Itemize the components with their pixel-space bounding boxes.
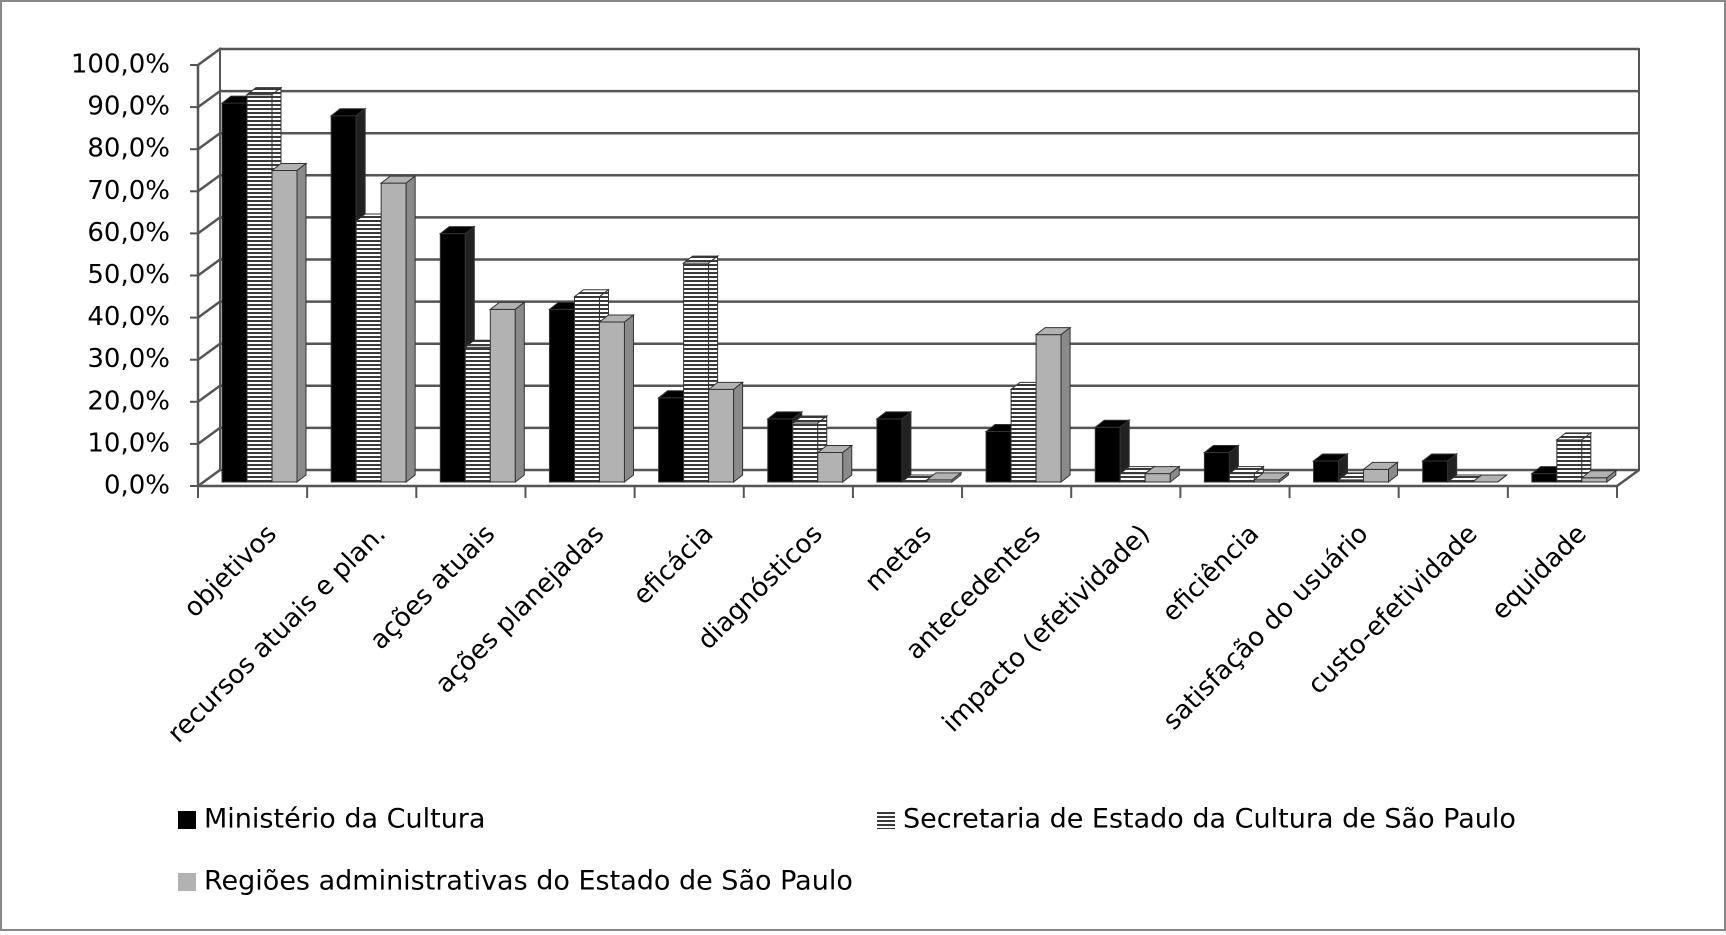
bar-front	[271, 169, 298, 483]
grid-line	[197, 216, 1639, 235]
grid-line	[197, 384, 1639, 403]
y-tick-label: 70,0%	[87, 176, 170, 206]
bar-front	[876, 418, 903, 483]
bar-front	[1203, 452, 1230, 483]
bar	[1143, 465, 1181, 484]
bar	[1421, 452, 1459, 484]
bar	[1034, 326, 1072, 484]
bar-front	[1531, 473, 1558, 483]
bar-front	[1144, 473, 1171, 483]
bar-front	[1313, 460, 1340, 483]
bar-side	[405, 175, 416, 484]
y-tick-label: 50,0%	[87, 260, 170, 290]
bar	[816, 444, 854, 484]
bar-front	[1363, 468, 1390, 483]
bar-front	[246, 94, 273, 483]
bar-front	[439, 233, 466, 483]
legend-label: Secretaria de Estado da Cultura de São P…	[903, 804, 1516, 835]
bar	[1580, 469, 1618, 484]
y-tick-label: 10,0%	[87, 428, 170, 458]
bar-side	[733, 381, 744, 484]
bar	[598, 313, 635, 484]
bar-front	[817, 452, 844, 483]
grid-line	[197, 47, 1639, 67]
bar-side	[951, 471, 962, 484]
bar-front	[985, 430, 1012, 483]
grid-line	[197, 342, 1639, 361]
bar-side	[1497, 474, 1507, 483]
bar-side	[1388, 461, 1399, 484]
bar-side	[1060, 326, 1071, 484]
bar-front	[355, 220, 382, 483]
bar-front	[1035, 334, 1062, 483]
bar-side	[623, 313, 634, 484]
bar-front	[1556, 439, 1583, 483]
legend-label: Ministério da Cultura	[204, 804, 485, 835]
bar-front	[708, 388, 735, 483]
bar	[379, 175, 417, 484]
bar-side	[296, 162, 307, 484]
y-tick-label: 0,0%	[104, 471, 170, 501]
bar-side	[1169, 465, 1180, 484]
bar	[488, 301, 526, 484]
y-tick-label: 90,0%	[87, 92, 170, 122]
bar	[1555, 431, 1593, 484]
bar-front	[683, 262, 710, 483]
bar-front	[221, 102, 248, 483]
grid-line	[197, 131, 1639, 151]
bar-side	[514, 301, 525, 484]
grid-line	[197, 426, 1639, 445]
grid-line	[197, 300, 1639, 319]
bar	[1252, 471, 1290, 484]
bar-front	[1119, 473, 1146, 483]
y-tick-label: 40,0%	[87, 302, 170, 332]
bar-side	[842, 444, 853, 484]
bar-front	[464, 346, 491, 483]
y-tick-label: 30,0%	[87, 344, 170, 374]
y-tick-label: 100,0%	[71, 50, 170, 80]
legend-swatch	[178, 873, 196, 891]
bar-front	[767, 418, 794, 483]
bar	[1362, 461, 1399, 484]
bar-front	[1094, 426, 1121, 483]
legend-swatch	[178, 811, 196, 829]
legend-label: Regiões administrativas do Estado de São…	[204, 866, 853, 897]
bar	[875, 410, 913, 484]
grid-line	[197, 258, 1639, 277]
bar-front	[1581, 477, 1608, 483]
bar-front	[1422, 460, 1449, 483]
bar-side	[1606, 469, 1617, 484]
bar-front	[573, 296, 600, 483]
bar-front	[380, 182, 407, 483]
bar-front	[489, 308, 516, 483]
bar	[1093, 419, 1131, 484]
legend-swatch	[877, 811, 895, 829]
y-tick-label: 60,0%	[87, 218, 170, 248]
bar-front	[658, 397, 685, 483]
bar-front	[1010, 388, 1037, 483]
bar-side	[901, 410, 912, 484]
bar-front	[1228, 473, 1255, 483]
bar	[925, 471, 963, 484]
y-tick-label: 20,0%	[87, 386, 170, 416]
bar-front	[792, 422, 819, 483]
grid-line	[197, 174, 1639, 193]
bar-front	[330, 115, 357, 483]
bar	[707, 381, 745, 484]
bar-front	[548, 308, 575, 483]
bar	[1471, 474, 1509, 483]
bar-side	[1278, 471, 1289, 484]
grid-line	[197, 89, 1639, 109]
bar	[270, 162, 308, 484]
bar-front	[598, 321, 625, 483]
y-tick-label: 80,0%	[87, 134, 170, 164]
